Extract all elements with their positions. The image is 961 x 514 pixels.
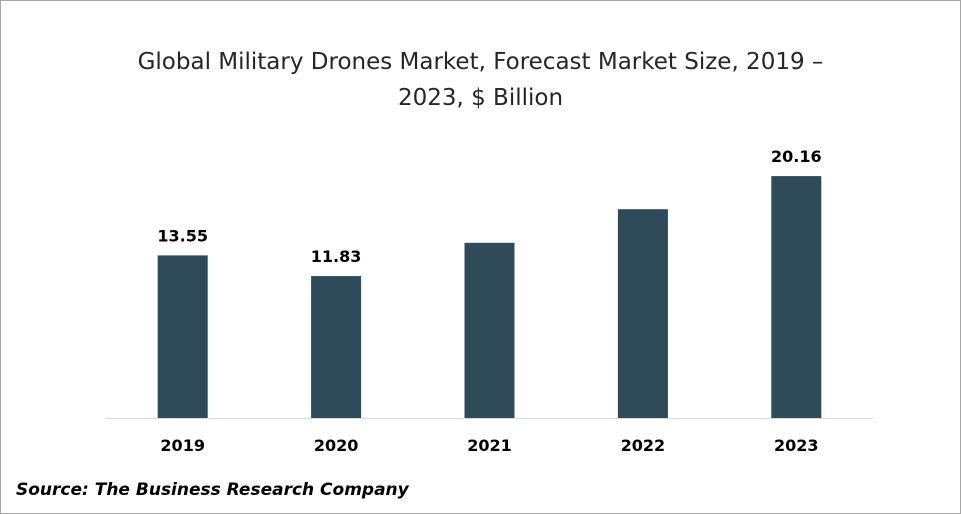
x-tick-labels-layer: 2019 2020 2021 2022 2023 <box>160 436 818 455</box>
chart-title: Global Military Drones Market, Forecast … <box>0 44 961 116</box>
data-label-2023: 20.16 <box>771 147 822 166</box>
data-label-2020: 11.83 <box>311 247 362 266</box>
bar-2022 <box>617 209 668 418</box>
bar-2019 <box>157 255 208 418</box>
chart-title-line-1: Global Military Drones Market, Forecast … <box>137 49 824 75</box>
data-labels-layer: 13.55 11.83 20.16 <box>157 147 821 266</box>
x-tick-label-2021: 2021 <box>467 436 512 455</box>
bars-layer <box>157 176 822 418</box>
x-tick-label-2023: 2023 <box>774 436 819 455</box>
x-tick-label-2019: 2019 <box>160 436 205 455</box>
source-note: Source: The Business Research Company <box>16 480 409 500</box>
chart-title-line-2: 2023, $ Billion <box>397 85 564 111</box>
bar-2023 <box>771 176 822 418</box>
bar-2020 <box>311 276 362 418</box>
x-tick-label-2020: 2020 <box>314 436 359 455</box>
data-label-2019: 13.55 <box>157 226 208 245</box>
bar-2021 <box>464 242 515 418</box>
x-tick-label-2022: 2022 <box>621 436 666 455</box>
